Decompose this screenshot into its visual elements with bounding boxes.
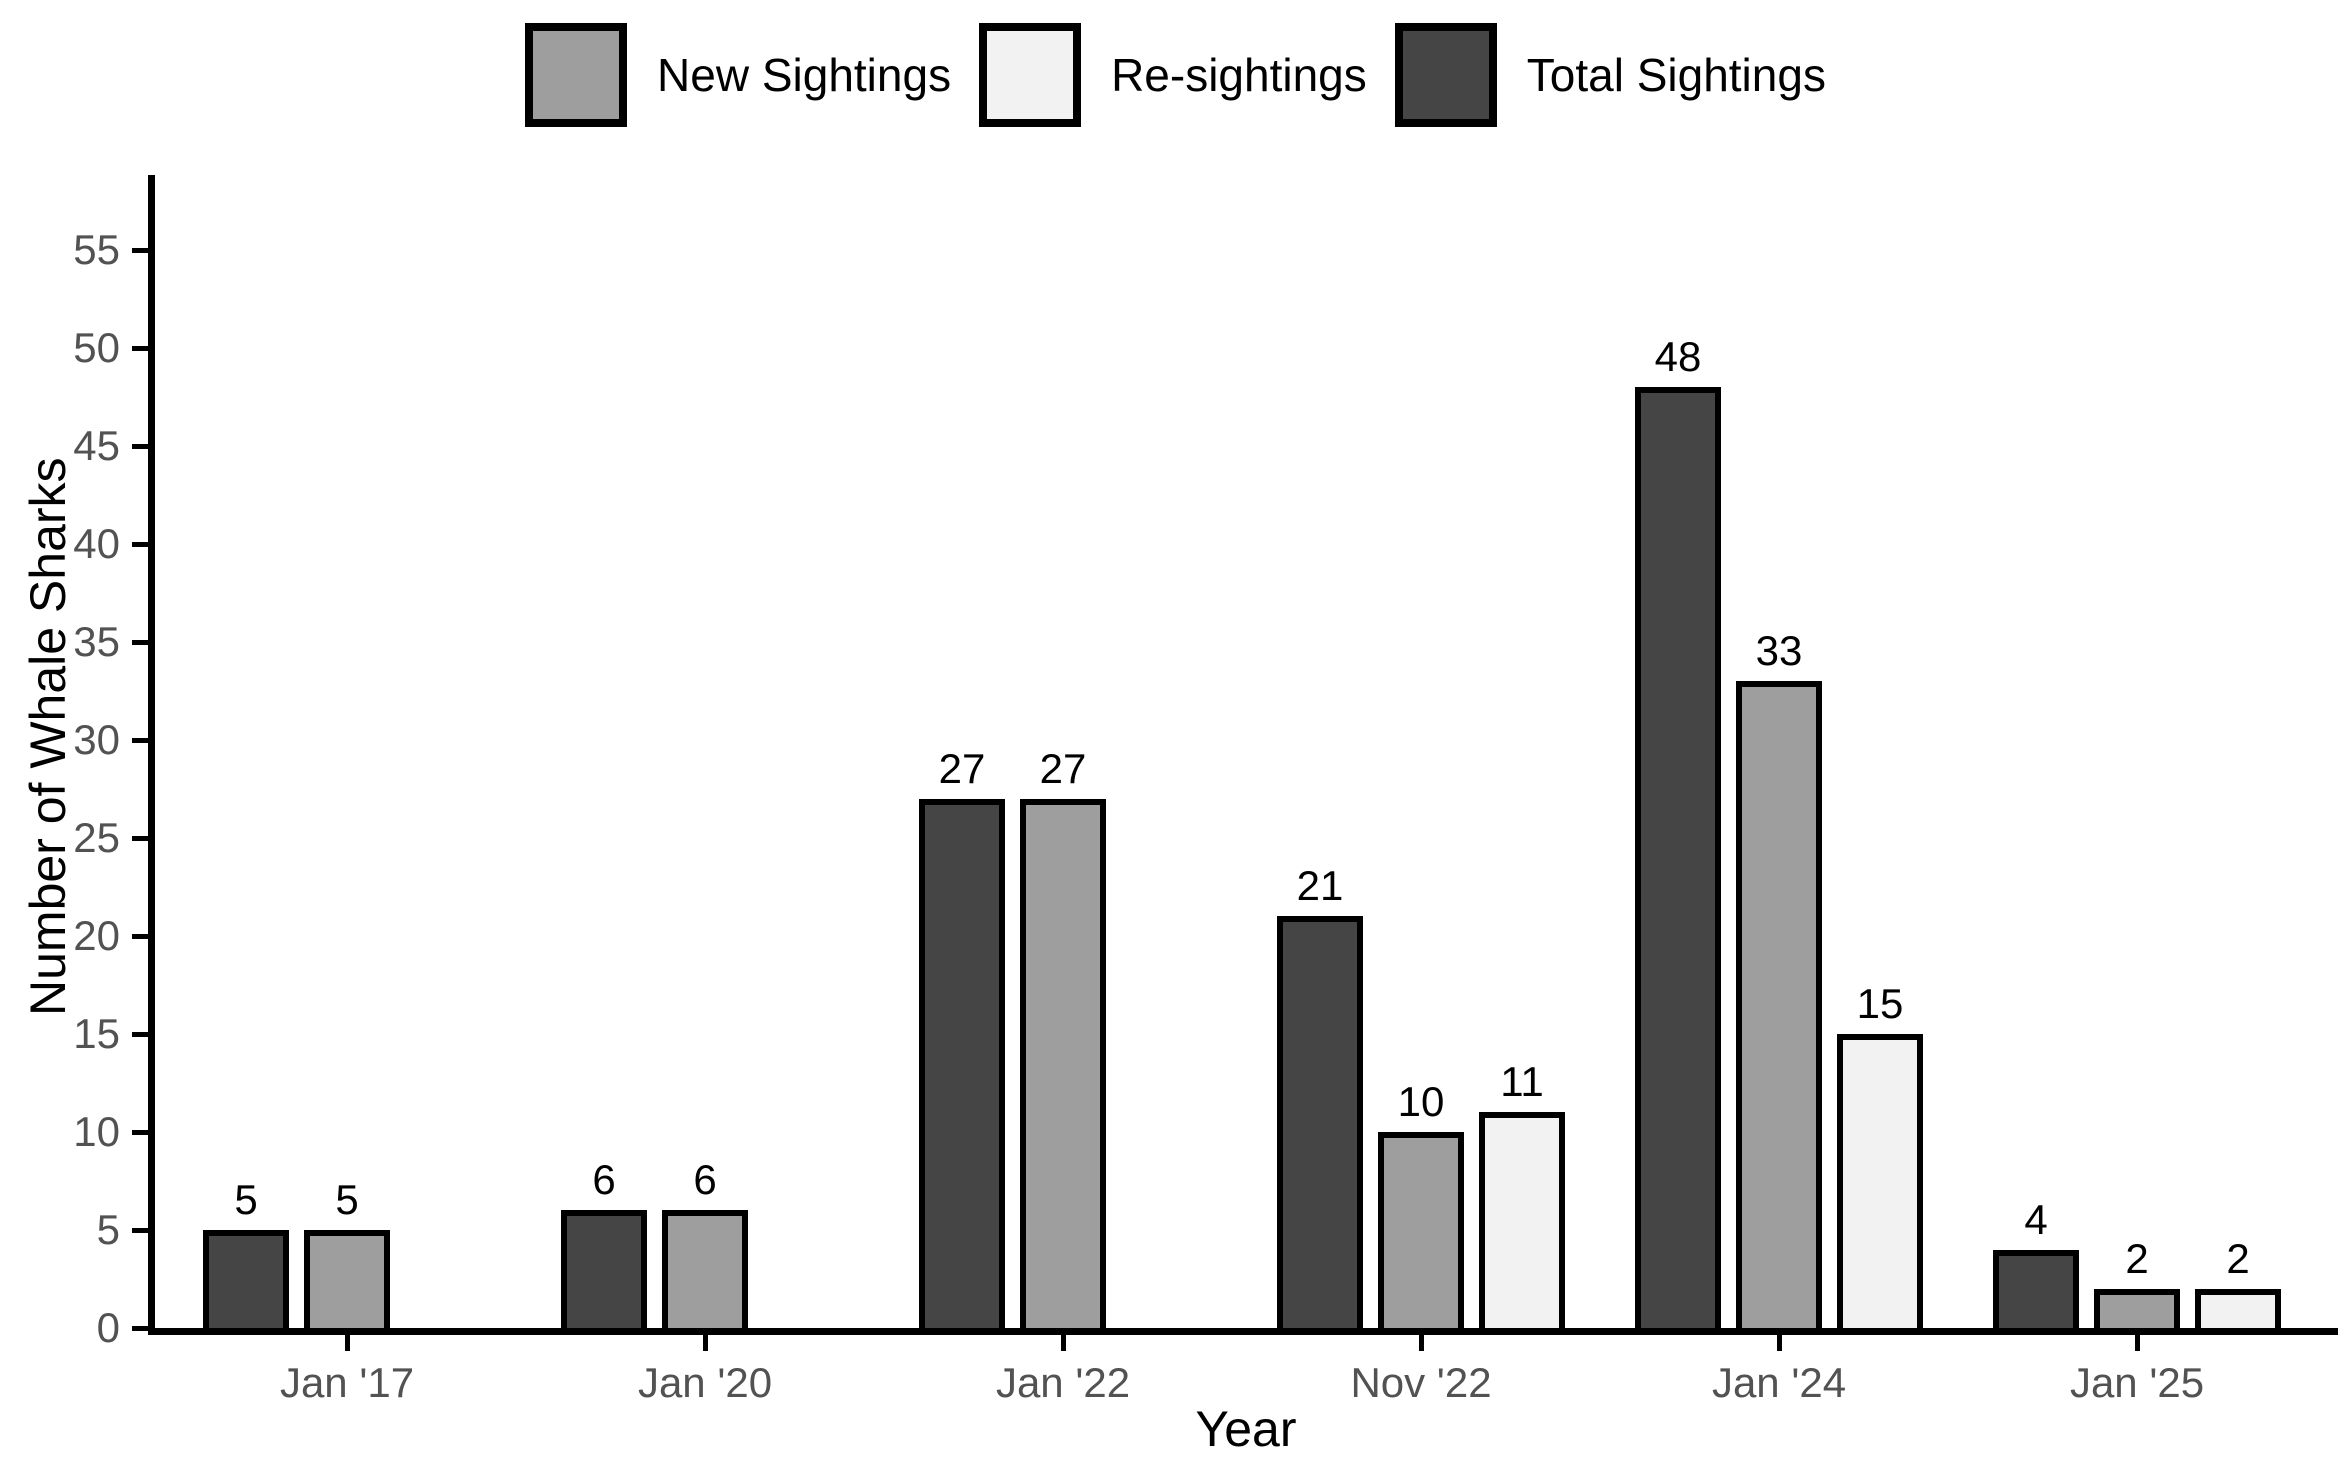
y-axis-line <box>148 175 155 1335</box>
y-axis-tick-label: 35 <box>73 618 120 665</box>
bar-total-sightings <box>1993 1249 2079 1334</box>
bar-new-sightings <box>1736 681 1822 1334</box>
x-axis-title: Year <box>1195 1401 1297 1457</box>
x-axis-tick-mark <box>344 1335 350 1351</box>
x-axis-tick-label: Jan '25 <box>2069 1359 2205 1406</box>
y-axis-tick-mark <box>132 835 148 841</box>
y-axis-tick-mark <box>132 639 148 645</box>
y-axis-tick-mark <box>132 1129 148 1135</box>
y-axis-tick-label: 20 <box>73 912 120 959</box>
x-axis-line <box>148 1328 2338 1335</box>
bar-re-sightings <box>1479 1112 1565 1334</box>
legend-swatch-new-sightings <box>525 23 628 127</box>
y-axis-tick-label: 15 <box>73 1010 120 1057</box>
bar-value-label: 15 <box>1856 980 1904 1027</box>
bar-value-label: 6 <box>693 1156 717 1204</box>
y-axis-tick-label: 5 <box>96 1206 120 1253</box>
y-axis-tick-label: 0 <box>96 1304 120 1351</box>
x-axis-tick-mark <box>1060 1335 1066 1351</box>
bar-value-label: 6 <box>592 1156 616 1204</box>
y-axis-tick-mark <box>132 933 148 939</box>
bar-total-sightings <box>1277 916 1363 1334</box>
x-axis-tick-label: Nov '22 <box>1350 1359 1492 1406</box>
x-axis-tick-label: Jan '17 <box>279 1359 415 1406</box>
y-axis-tick-label: 40 <box>73 520 120 567</box>
bar-value-label: 5 <box>234 1176 258 1223</box>
bar-new-sightings <box>1378 1132 1464 1334</box>
bar-value-label: 27 <box>938 744 986 792</box>
x-axis-tick-mark <box>1776 1335 1782 1351</box>
bar-value-label: 33 <box>1755 627 1803 675</box>
x-axis-tick-label: Jan '22 <box>995 1359 1131 1406</box>
legend-item-new-sightings: New Sightings <box>525 23 951 127</box>
y-axis-tick-mark <box>132 345 148 351</box>
y-axis-tick-mark <box>132 541 148 547</box>
legend-swatch-total-sightings <box>1394 23 1497 127</box>
bar-new-sightings <box>1020 798 1106 1334</box>
bar-value-label: 10 <box>1397 1078 1445 1125</box>
chart-legend: New Sightings Re-sightings Total Sightings <box>0 20 2351 130</box>
bar-new-sightings <box>2094 1288 2180 1334</box>
bar-value-label: 2 <box>2125 1234 2149 1282</box>
bar-value-label: 11 <box>1500 1058 1544 1106</box>
x-axis-tick-mark <box>702 1335 708 1351</box>
bar-value-label: 5 <box>335 1176 359 1223</box>
bar-total-sightings <box>1635 387 1721 1334</box>
bar-re-sightings <box>2195 1288 2281 1334</box>
y-axis-tick-label: 45 <box>73 422 120 469</box>
legend-label: Total Sightings <box>1526 49 1826 101</box>
bar-new-sightings <box>662 1210 748 1334</box>
y-axis-tick-mark <box>132 1227 148 1233</box>
bar-value-label: 4 <box>2024 1195 2048 1243</box>
y-axis-tick-mark <box>132 1031 148 1037</box>
bar-value-label: 21 <box>1296 862 1344 910</box>
bar-value-label: 27 <box>1039 744 1087 792</box>
x-axis-tick-label: Jan '20 <box>637 1359 773 1406</box>
legend-label: Re-sightings <box>1111 49 1367 101</box>
y-axis-tick-mark <box>132 247 148 253</box>
bar-re-sightings <box>1837 1034 1923 1334</box>
y-axis-tick-mark <box>132 1325 148 1331</box>
y-axis-tick-label: 30 <box>73 716 120 763</box>
bar-total-sightings <box>561 1210 647 1334</box>
legend-label: New Sightings <box>657 49 952 101</box>
y-axis-tick-mark <box>132 737 148 743</box>
bar-total-sightings <box>203 1230 289 1334</box>
y-axis-tick-label: 50 <box>73 324 120 371</box>
legend-item-re-sightings: Re-sightings <box>979 23 1367 127</box>
bar-total-sightings <box>919 798 1005 1334</box>
x-axis-tick-mark <box>2134 1335 2140 1351</box>
y-axis-tick-label: 10 <box>73 1108 120 1155</box>
y-axis-tick-label: 25 <box>73 814 120 861</box>
y-axis-title: Number of Whale Sharks <box>20 457 76 1016</box>
legend-swatch-re-sightings <box>979 23 1082 127</box>
x-axis-tick-mark <box>1418 1335 1424 1351</box>
x-axis-tick-label: Jan '24 <box>1711 1359 1847 1406</box>
bar-value-label: 48 <box>1654 333 1702 381</box>
y-axis-tick-label: 55 <box>73 226 120 273</box>
y-axis-tick-mark <box>132 443 148 449</box>
bar-value-label: 2 <box>2226 1234 2250 1282</box>
legend-item-total-sightings: Total Sightings <box>1394 23 1826 127</box>
bar-new-sightings <box>304 1230 390 1334</box>
